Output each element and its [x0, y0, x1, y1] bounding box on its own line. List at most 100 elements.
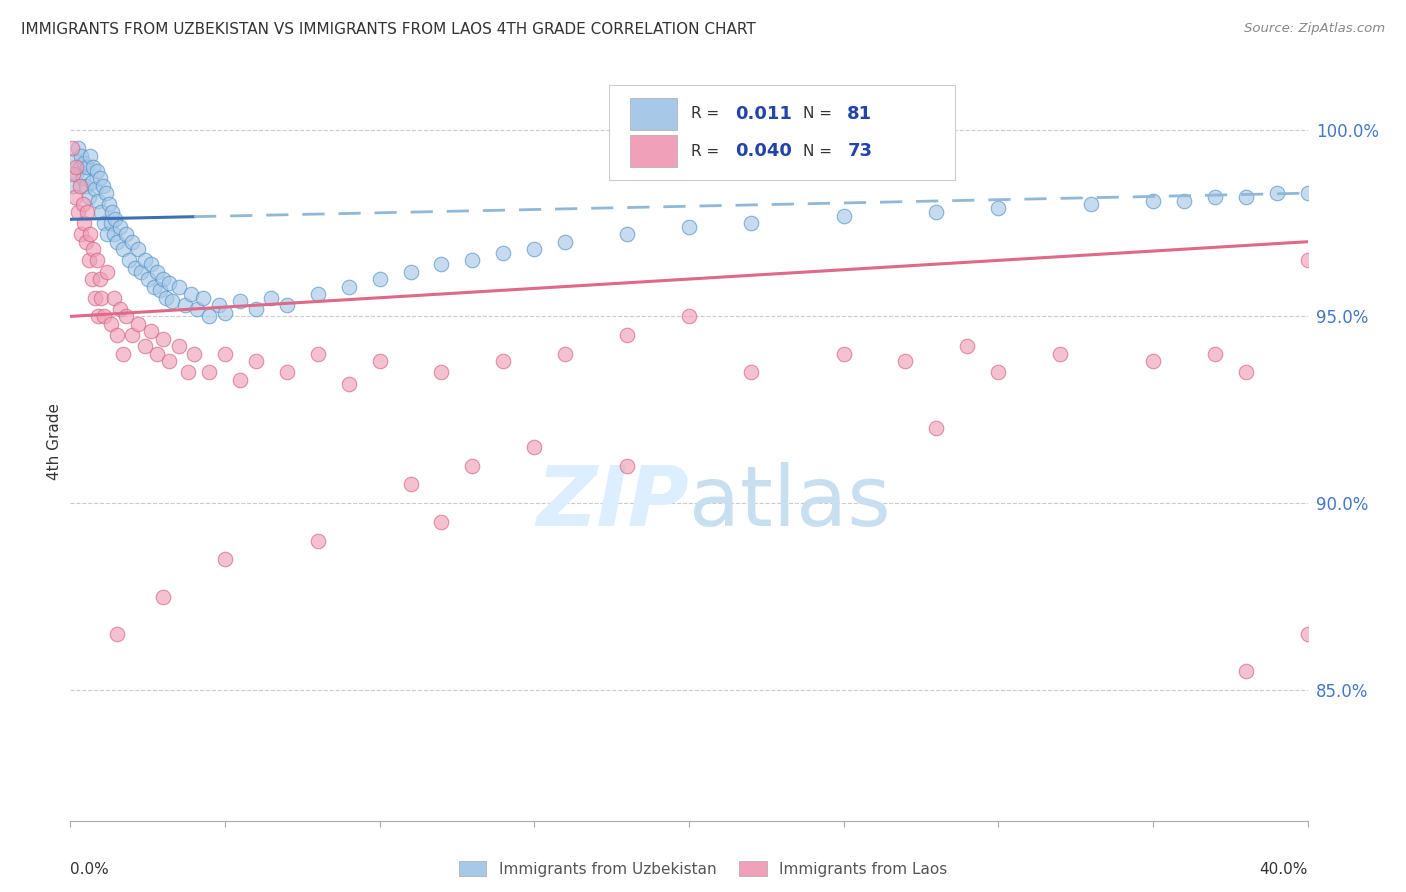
Point: [73, 156, 96, 170]
Point: [925, 204, 948, 219]
Point: [461, 458, 484, 473]
Point: [1296, 253, 1319, 268]
Point: [67, 204, 90, 219]
Point: [740, 216, 762, 230]
Point: [124, 260, 146, 275]
Point: [75, 235, 97, 249]
Point: [177, 366, 200, 380]
Text: atlas: atlas: [689, 462, 890, 542]
Point: [77, 190, 100, 204]
Point: [399, 477, 422, 491]
Point: [72, 197, 94, 211]
Point: [91, 178, 114, 193]
Point: [1142, 354, 1164, 368]
Point: [678, 310, 700, 324]
Point: [90, 204, 112, 219]
Point: [136, 272, 159, 286]
Point: [956, 339, 979, 353]
Point: [1234, 366, 1257, 380]
Text: 40.0%: 40.0%: [1260, 863, 1308, 878]
Point: [157, 354, 180, 368]
Point: [69, 160, 91, 174]
Point: [616, 328, 638, 343]
Point: [616, 458, 638, 473]
Point: [229, 294, 252, 309]
Point: [1234, 665, 1257, 679]
Point: [111, 242, 134, 256]
Point: [103, 227, 125, 242]
Point: [98, 197, 120, 211]
Point: [100, 317, 122, 331]
Point: [84, 182, 107, 196]
Point: [276, 298, 298, 312]
Point: [987, 201, 1010, 215]
FancyBboxPatch shape: [609, 85, 955, 180]
Point: [84, 291, 107, 305]
Point: [616, 227, 638, 242]
Point: [142, 279, 165, 293]
Point: [276, 366, 298, 380]
Point: [214, 347, 236, 361]
Point: [186, 301, 208, 316]
Text: ZIP: ZIP: [536, 462, 689, 542]
Point: [108, 219, 131, 234]
Point: [96, 264, 118, 278]
Point: [167, 339, 190, 353]
Point: [73, 216, 96, 230]
Point: [162, 294, 184, 309]
Legend: Immigrants from Uzbekistan, Immigrants from Laos: Immigrants from Uzbekistan, Immigrants f…: [451, 853, 955, 884]
Point: [149, 283, 172, 297]
Point: [1204, 190, 1226, 204]
Point: [89, 272, 111, 286]
Point: [94, 186, 117, 201]
Y-axis label: 4th Grade: 4th Grade: [46, 403, 62, 480]
Point: [678, 219, 700, 234]
Point: [987, 366, 1010, 380]
Point: [1049, 347, 1071, 361]
Point: [245, 301, 267, 316]
Point: [1296, 627, 1319, 641]
Text: 0.0%: 0.0%: [70, 863, 110, 878]
Point: [72, 171, 94, 186]
Point: [127, 242, 149, 256]
Point: [1173, 194, 1195, 208]
Point: [104, 212, 127, 227]
Point: [146, 264, 169, 278]
Point: [1234, 190, 1257, 204]
Point: [65, 160, 87, 174]
Point: [925, 421, 948, 435]
Point: [430, 257, 453, 271]
Point: [399, 264, 422, 278]
Point: [62, 178, 84, 193]
Point: [82, 160, 105, 174]
Point: [1080, 197, 1102, 211]
Point: [77, 253, 100, 268]
Point: [155, 291, 177, 305]
Point: [108, 301, 131, 316]
Point: [152, 332, 174, 346]
Point: [832, 209, 855, 223]
Point: [60, 141, 83, 155]
Point: [180, 287, 202, 301]
Point: [894, 354, 917, 368]
Point: [368, 272, 391, 286]
Point: [86, 253, 108, 268]
Point: [111, 347, 134, 361]
Point: [554, 235, 576, 249]
Text: N =: N =: [803, 106, 837, 121]
Text: 0.040: 0.040: [735, 142, 792, 161]
Point: [492, 246, 515, 260]
Point: [69, 178, 91, 193]
Point: [1142, 194, 1164, 208]
Point: [307, 347, 329, 361]
Point: [70, 227, 93, 242]
Point: [461, 253, 484, 268]
Point: [193, 291, 215, 305]
Point: [523, 242, 546, 256]
Text: N =: N =: [803, 144, 837, 159]
Point: [65, 168, 87, 182]
Point: [79, 227, 101, 242]
Point: [115, 227, 138, 242]
Point: [101, 204, 124, 219]
Text: IMMIGRANTS FROM UZBEKISTAN VS IMMIGRANTS FROM LAOS 4TH GRADE CORRELATION CHART: IMMIGRANTS FROM UZBEKISTAN VS IMMIGRANTS…: [21, 22, 756, 37]
